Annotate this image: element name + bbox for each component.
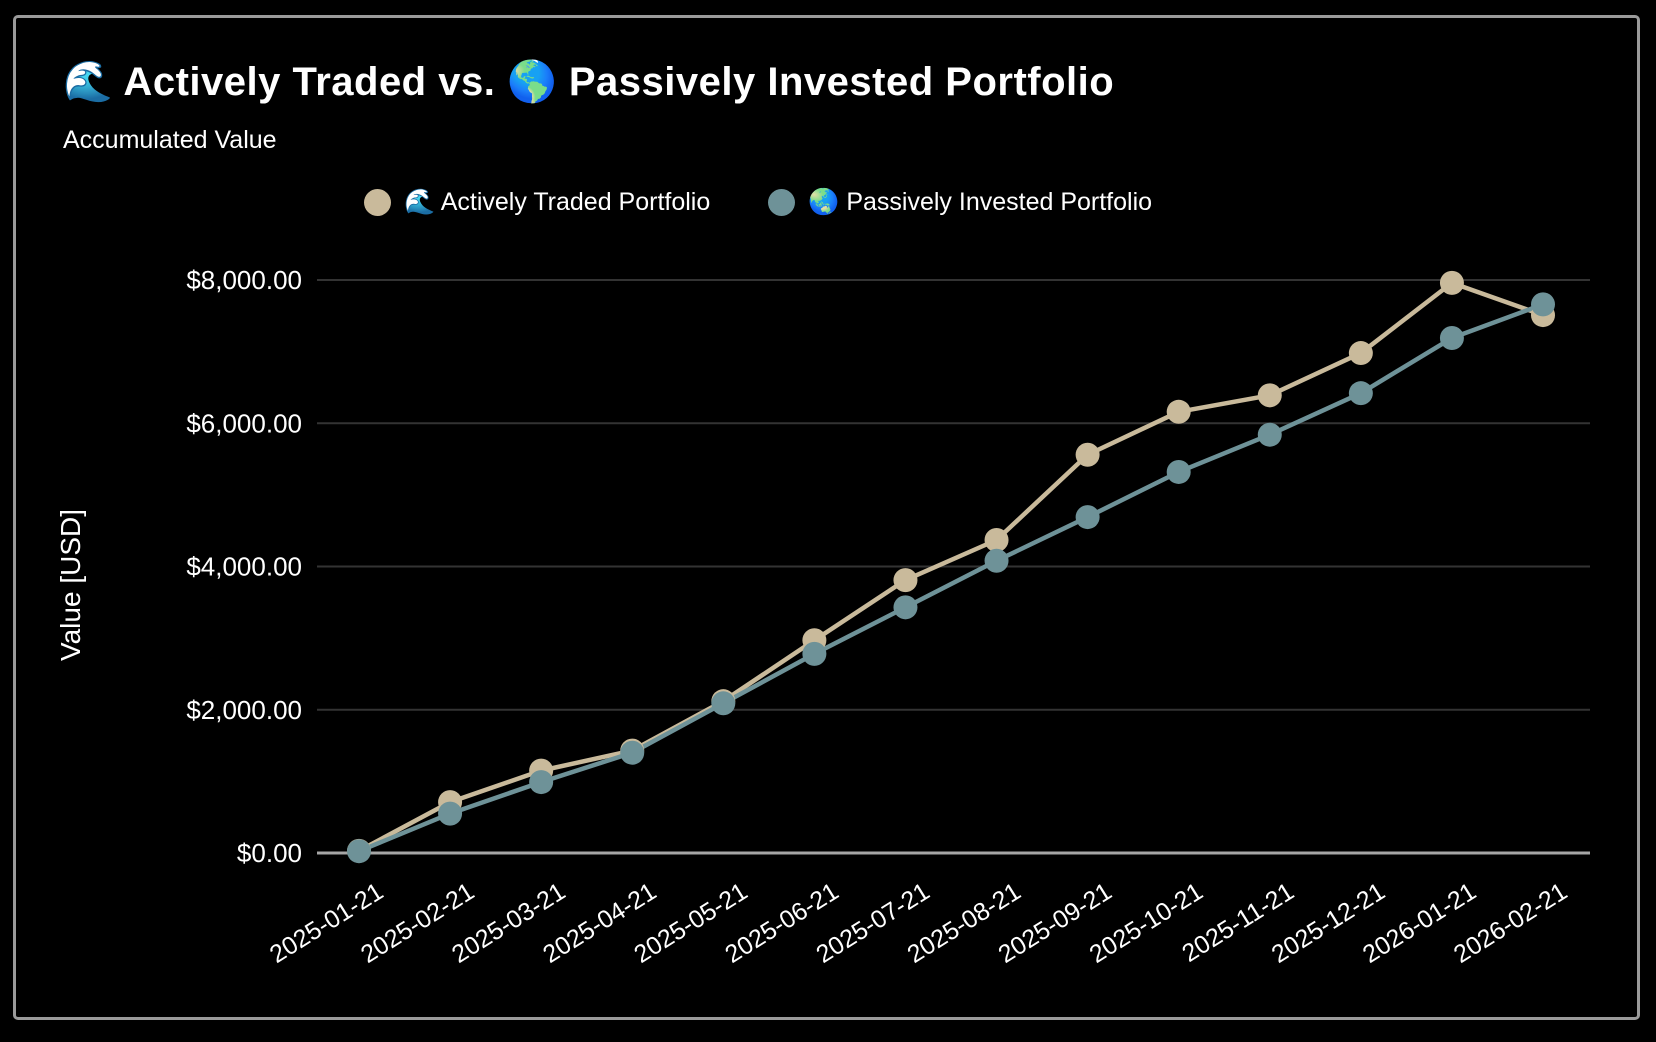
data-point-series-1[interactable] xyxy=(438,801,463,826)
data-point-series-1[interactable] xyxy=(1257,422,1282,447)
data-point-series-1[interactable] xyxy=(1075,505,1100,530)
data-point-series-1[interactable] xyxy=(1166,459,1191,484)
legend-label-passively-invested: 🌏 Passively Invested Portfolio xyxy=(808,188,1153,216)
data-point-series-1[interactable] xyxy=(529,770,554,795)
legend-item-passively-invested[interactable]: 🌏 Passively Invested Portfolio xyxy=(768,188,1152,217)
y-tick-label: $8,000.00 xyxy=(186,265,302,295)
y-tick-label: $0.00 xyxy=(237,838,302,868)
y-tick-label: $4,000.00 xyxy=(186,552,302,582)
y-axis-title: Value [USD] xyxy=(55,509,86,661)
series-line-0 xyxy=(356,280,1546,854)
data-point-series-1[interactable] xyxy=(1439,326,1464,351)
data-point-series-1[interactable] xyxy=(893,595,918,620)
legend-swatch-passively-invested-icon xyxy=(768,189,796,216)
data-point-series-0[interactable] xyxy=(1439,270,1464,295)
data-point-series-1[interactable] xyxy=(1531,292,1555,317)
data-point-series-1[interactable] xyxy=(620,740,645,765)
data-point-series-1[interactable] xyxy=(711,691,736,716)
data-point-series-0[interactable] xyxy=(1348,341,1373,366)
chart-title: 🌊 Actively Traded vs. 🌎 Passively Invest… xyxy=(63,60,1115,104)
legend-item-actively-traded[interactable]: 🌊 Actively Traded Portfolio xyxy=(364,188,710,217)
data-point-series-0[interactable] xyxy=(1166,399,1191,424)
data-point-series-1[interactable] xyxy=(347,839,371,864)
data-point-series-0[interactable] xyxy=(1075,442,1100,467)
chart-subtitle: Accumulated Value xyxy=(63,126,277,154)
legend-swatch-actively-traded-icon xyxy=(364,189,391,216)
legend-label-actively-traded: 🌊 Actively Traded Portfolio xyxy=(404,188,711,216)
y-tick-label: $6,000.00 xyxy=(186,408,302,438)
series-line-1 xyxy=(356,302,1546,854)
data-point-series-0[interactable] xyxy=(893,568,918,593)
y-tick-label: $2,000.00 xyxy=(186,695,302,725)
chart-legend: 🌊 Actively Traded Portfolio 🌏 Passively … xyxy=(364,188,1152,217)
data-point-series-1[interactable] xyxy=(802,641,827,666)
data-point-series-0[interactable] xyxy=(1257,383,1282,408)
data-point-series-1[interactable] xyxy=(1348,381,1373,406)
data-point-series-1[interactable] xyxy=(984,548,1009,573)
data-point-series-0[interactable] xyxy=(984,527,1009,552)
